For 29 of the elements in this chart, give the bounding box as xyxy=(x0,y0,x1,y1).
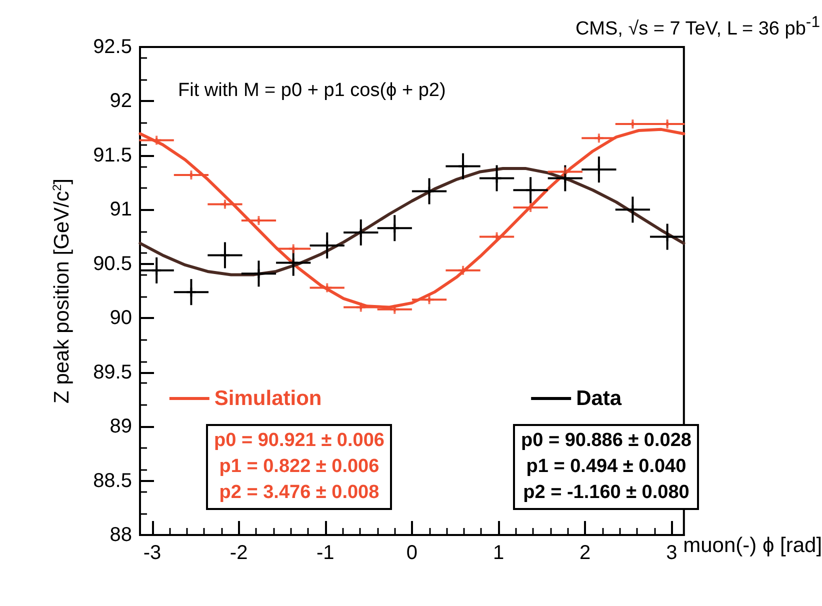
y-tick-label: 90 xyxy=(110,307,132,330)
x-tick-label: -3 xyxy=(143,542,162,564)
text: CMS, √s = 7 TeV, L = 36 pb$^{-1}$ xyxy=(575,13,820,42)
x-tick-label: -1 xyxy=(316,542,334,564)
x-tick-label: 1 xyxy=(492,542,504,564)
y-tick-label: 92.5 xyxy=(93,36,132,58)
y-tick-label: 89 xyxy=(110,416,132,438)
x-tick-label: 2 xyxy=(580,542,591,564)
y-tick-label: 88.5 xyxy=(93,470,132,492)
annotation: p0 = 90.886 ± 0.028 xyxy=(521,429,692,453)
y-tick-label: 89.5 xyxy=(93,361,132,384)
annotation: p0 = 90.921 ± 0.006 xyxy=(214,429,384,453)
y-tick-label: 91.5 xyxy=(93,144,132,166)
legend-label: Simulation xyxy=(214,387,322,410)
annotation: p1 = 0.822 ± 0.006 xyxy=(218,455,380,479)
legend-label: Data xyxy=(576,387,622,410)
x-axis-title: muon(-) ϕ [rad] xyxy=(683,534,822,557)
annotation: Fit with M = p0 + p1 cos(ϕ + p2) xyxy=(178,79,446,103)
y-tick-label: 90.5 xyxy=(93,252,132,275)
x-tick-label: 0 xyxy=(406,542,418,564)
y-tick-label: 88 xyxy=(110,524,132,546)
x-tick-label: -2 xyxy=(230,542,248,564)
y-tick-label: 91 xyxy=(110,198,132,221)
annotation: p2 = -1.160 ± 0.080 xyxy=(522,481,690,505)
annotation: p2 = 3.476 ± 0.008 xyxy=(218,481,380,505)
x-tick-label: 3 xyxy=(666,542,678,564)
y-axis-title: Z peak position [GeV/c2] xyxy=(50,178,74,404)
y-tick-label: 92 xyxy=(110,90,132,112)
annotation: p1 = 0.494 ± 0.040 xyxy=(525,455,688,479)
